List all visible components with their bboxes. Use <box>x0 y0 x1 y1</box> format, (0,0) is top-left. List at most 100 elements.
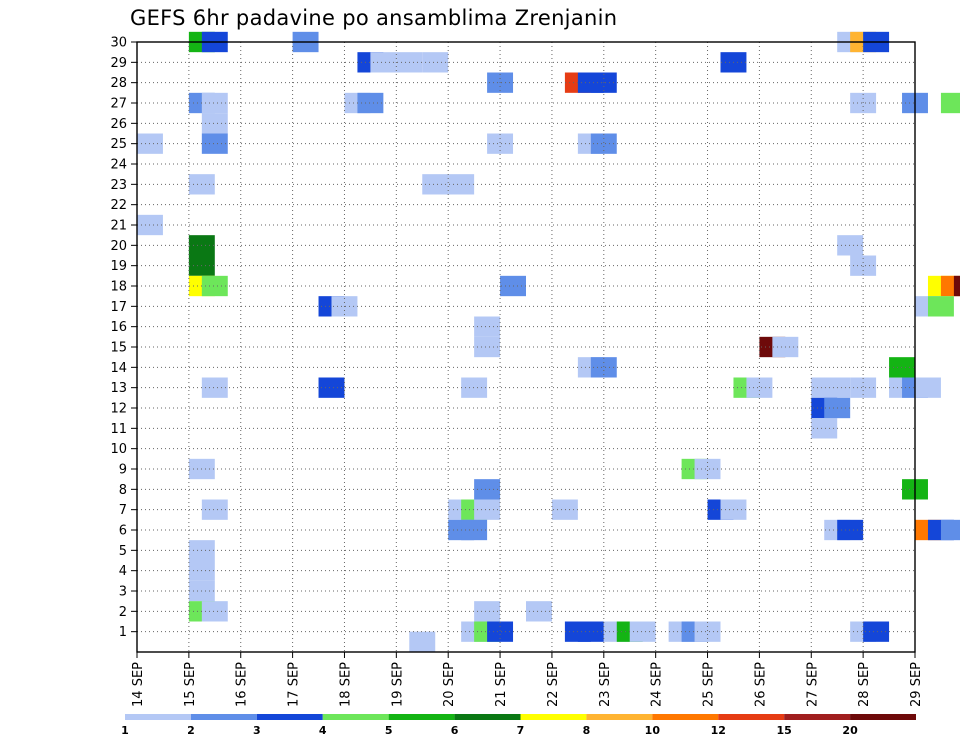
colorbar-segment <box>520 714 587 720</box>
heat-cell <box>201 92 228 114</box>
heat-cell <box>474 499 501 520</box>
colorbar-label: 7 <box>517 724 525 737</box>
y-tick-label: 14 <box>110 361 127 376</box>
x-tick-label: 17 SEP <box>287 662 302 707</box>
colorbar-segment <box>125 714 191 720</box>
y-tick-label: 7 <box>119 503 127 518</box>
x-tick-label: 14 SEP <box>131 662 146 707</box>
colorbar-label: 10 <box>645 724 661 737</box>
heat-cell <box>694 458 721 480</box>
y-tick-label: 5 <box>119 544 127 559</box>
heat-cell <box>551 499 578 520</box>
heat-cell <box>201 133 228 154</box>
colorbar-segment <box>784 714 851 720</box>
y-tick-label: 16 <box>110 320 127 335</box>
colorbar-label: 15 <box>777 724 792 737</box>
colorbar-label: 6 <box>451 724 459 737</box>
y-tick-label: 29 <box>110 56 127 71</box>
heat-cell <box>201 377 228 398</box>
colorbar-segment <box>454 714 521 720</box>
x-tick-label: 18 SEP <box>338 662 353 707</box>
colorbar-segment <box>388 714 455 720</box>
y-tick-label: 19 <box>110 259 127 274</box>
y-tick-label: 25 <box>110 137 127 152</box>
colorbar-label: 20 <box>842 724 858 737</box>
x-tick-label: 20 SEP <box>442 662 457 707</box>
x-tick-label: 24 SEP <box>650 662 665 707</box>
x-tick-label: 23 SEP <box>598 662 613 707</box>
x-tick-label: 27 SEP <box>805 662 820 707</box>
heat-cell <box>370 52 397 73</box>
colorbar-segment <box>322 714 389 720</box>
heat-cell <box>850 255 877 276</box>
x-tick-label: 15 SEP <box>183 662 198 707</box>
y-tick-label: 6 <box>119 524 127 539</box>
heat-cell <box>474 336 501 358</box>
heat-cell <box>201 499 228 520</box>
y-tick-label: 30 <box>110 36 127 51</box>
y-tick-label: 13 <box>110 381 127 396</box>
heat-cell <box>953 275 960 297</box>
colorbar-label: 2 <box>187 724 195 737</box>
y-tick-label: 3 <box>119 585 127 600</box>
y-tick-label: 12 <box>110 402 127 417</box>
x-tick-label: 19 SEP <box>390 662 405 707</box>
x-tick-label: 28 SEP <box>857 662 872 707</box>
heat-cell <box>201 275 228 297</box>
heat-cell <box>201 601 228 622</box>
heat-cell <box>863 621 890 642</box>
heat-cell <box>474 316 501 337</box>
y-tick-label: 27 <box>110 97 127 112</box>
y-tick-label: 20 <box>110 239 127 254</box>
y-tick-label: 15 <box>110 341 127 356</box>
y-tick-label: 22 <box>110 198 127 213</box>
y-tick-label: 4 <box>119 564 127 579</box>
colorbar-label: 4 <box>319 724 327 737</box>
x-tick-label: 25 SEP <box>702 662 717 707</box>
heat-cell <box>811 418 838 439</box>
heat-cell <box>422 52 449 73</box>
heat-cell <box>850 377 877 398</box>
heat-cell <box>694 621 721 642</box>
heat-cell <box>422 174 449 195</box>
heat-cell <box>357 92 384 114</box>
heat-cell <box>409 631 436 652</box>
y-tick-label: 8 <box>119 483 127 498</box>
colorbar-label: 8 <box>583 724 591 737</box>
heat-cell <box>577 621 604 642</box>
y-tick-label: 17 <box>110 300 127 315</box>
y-tick-label: 21 <box>110 219 127 234</box>
heat-cell <box>927 296 954 317</box>
heat-cell <box>474 479 501 500</box>
heat-cell <box>201 113 228 134</box>
colorbar-segment <box>586 714 653 720</box>
heat-cell <box>590 133 617 154</box>
colorbar-segment <box>850 714 916 720</box>
heat-cell <box>837 519 864 541</box>
y-tick-label: 2 <box>119 605 127 620</box>
heat-cell <box>915 377 941 398</box>
heat-cell <box>837 235 864 256</box>
y-tick-label: 11 <box>110 422 127 437</box>
heat-cell <box>474 601 501 622</box>
heat-cell <box>590 357 617 378</box>
x-tick-label: 26 SEP <box>753 662 768 707</box>
heat-cell <box>940 92 960 114</box>
y-tick-label: 28 <box>110 76 127 91</box>
colorbar-label: 5 <box>385 724 393 737</box>
heat-cell <box>889 357 915 378</box>
x-tick-label: 22 SEP <box>546 662 561 707</box>
y-tick-label: 24 <box>110 158 127 173</box>
heat-cell <box>318 377 345 398</box>
heat-cell <box>746 377 773 398</box>
x-tick-label: 21 SEP <box>494 662 509 707</box>
y-tick-label: 9 <box>119 463 127 478</box>
y-tick-label: 10 <box>110 442 127 457</box>
colorbar-label: 12 <box>711 724 726 737</box>
y-tick-label: 26 <box>110 117 127 132</box>
colorbar-label: 1 <box>121 724 129 737</box>
heat-cell <box>526 601 552 622</box>
y-tick-label: 18 <box>110 280 127 295</box>
colorbar-segment <box>256 714 323 720</box>
